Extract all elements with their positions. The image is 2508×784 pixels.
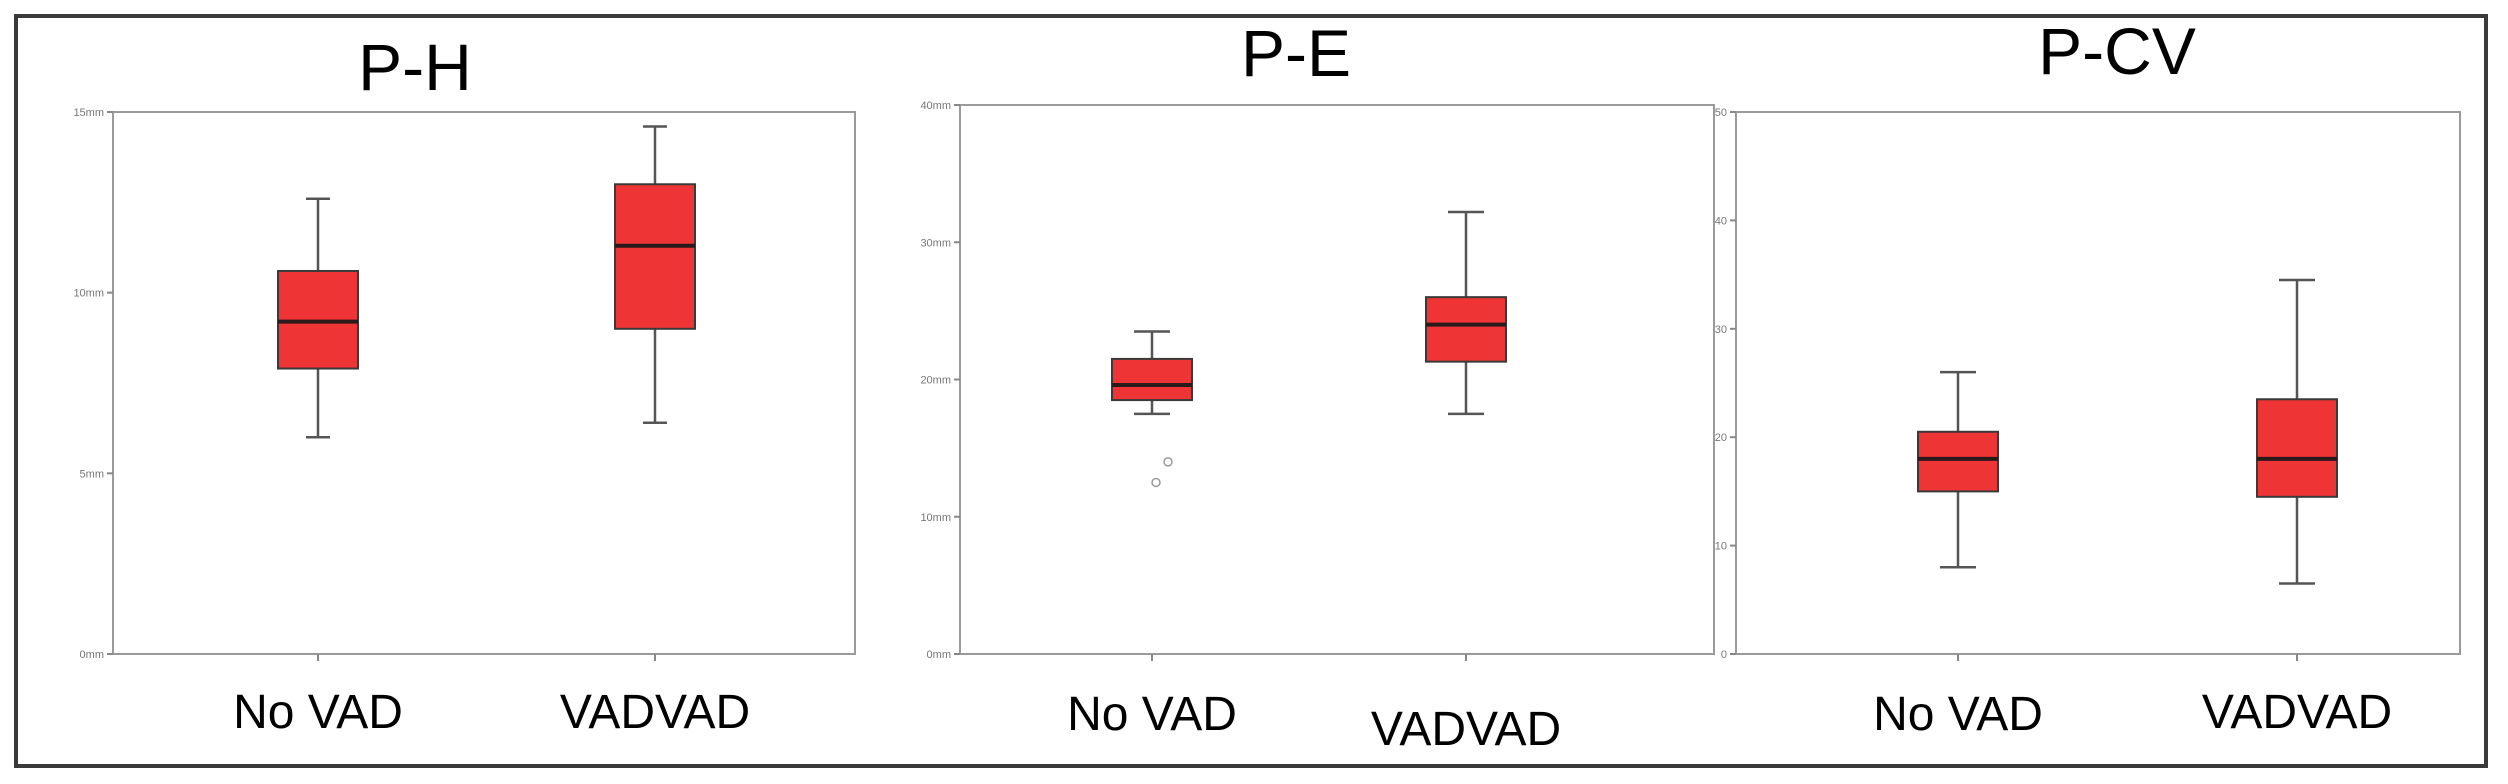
y-tick-label: 10mm <box>920 512 951 524</box>
y-tick-label: 50 <box>1715 107 1727 119</box>
y-tick-label: 15mm <box>73 107 104 119</box>
y-tick-label: 0 <box>1721 649 1727 661</box>
y-tick-label: 30 <box>1715 324 1727 336</box>
plot-area <box>959 104 1715 655</box>
y-tick-label: 0mm <box>927 649 951 661</box>
plot-area <box>112 111 856 655</box>
y-tick-label: 40 <box>1715 215 1727 227</box>
y-tick-label: 20mm <box>920 375 951 387</box>
box-no-vad <box>1917 430 1999 493</box>
plot-area <box>1735 111 2461 655</box>
category-label: No VAD <box>233 686 403 739</box>
chart-title: P-H <box>358 30 472 104</box>
chart-title: P-CV <box>2038 14 2196 88</box>
category-label: No VAD <box>1873 688 2043 741</box>
outlier-point <box>1163 457 1173 467</box>
y-tick-label: 30mm <box>920 237 951 249</box>
box-vadvad <box>1425 296 1507 363</box>
chart-title: P-E <box>1241 16 1351 90</box>
category-label: VADVAD <box>1371 703 1561 756</box>
outlier-point <box>1151 477 1161 488</box>
chart-panel-p-h: P-H 0mm 5mm 10mm 15mm No VAD VADVAD <box>73 30 856 739</box>
y-tick-label: 0mm <box>80 649 104 661</box>
category-label: No VAD <box>1067 688 1237 741</box>
box-vadvad <box>2256 398 2338 498</box>
box-no-vad <box>1111 357 1193 402</box>
y-tick-label: 20 <box>1715 432 1727 444</box>
box-vadvad <box>614 183 696 330</box>
y-tick-label: 40mm <box>920 100 951 112</box>
figure-frame <box>14 14 2488 768</box>
y-tick-label: 10 <box>1715 541 1727 553</box>
category-label: VADVAD <box>560 686 750 739</box>
chart-panel-p-cv: P-CV 0 10 20 30 40 50 No VAD VADVAD <box>1715 14 2461 741</box>
category-label: VADVAD <box>2202 686 2392 739</box>
y-tick-label: 10mm <box>73 288 104 300</box>
y-tick-label: 5mm <box>80 468 104 480</box>
chart-panel-p-e: P-E 0mm 10mm 20mm 30mm 40mm No VAD VADVAD <box>920 16 1715 756</box>
